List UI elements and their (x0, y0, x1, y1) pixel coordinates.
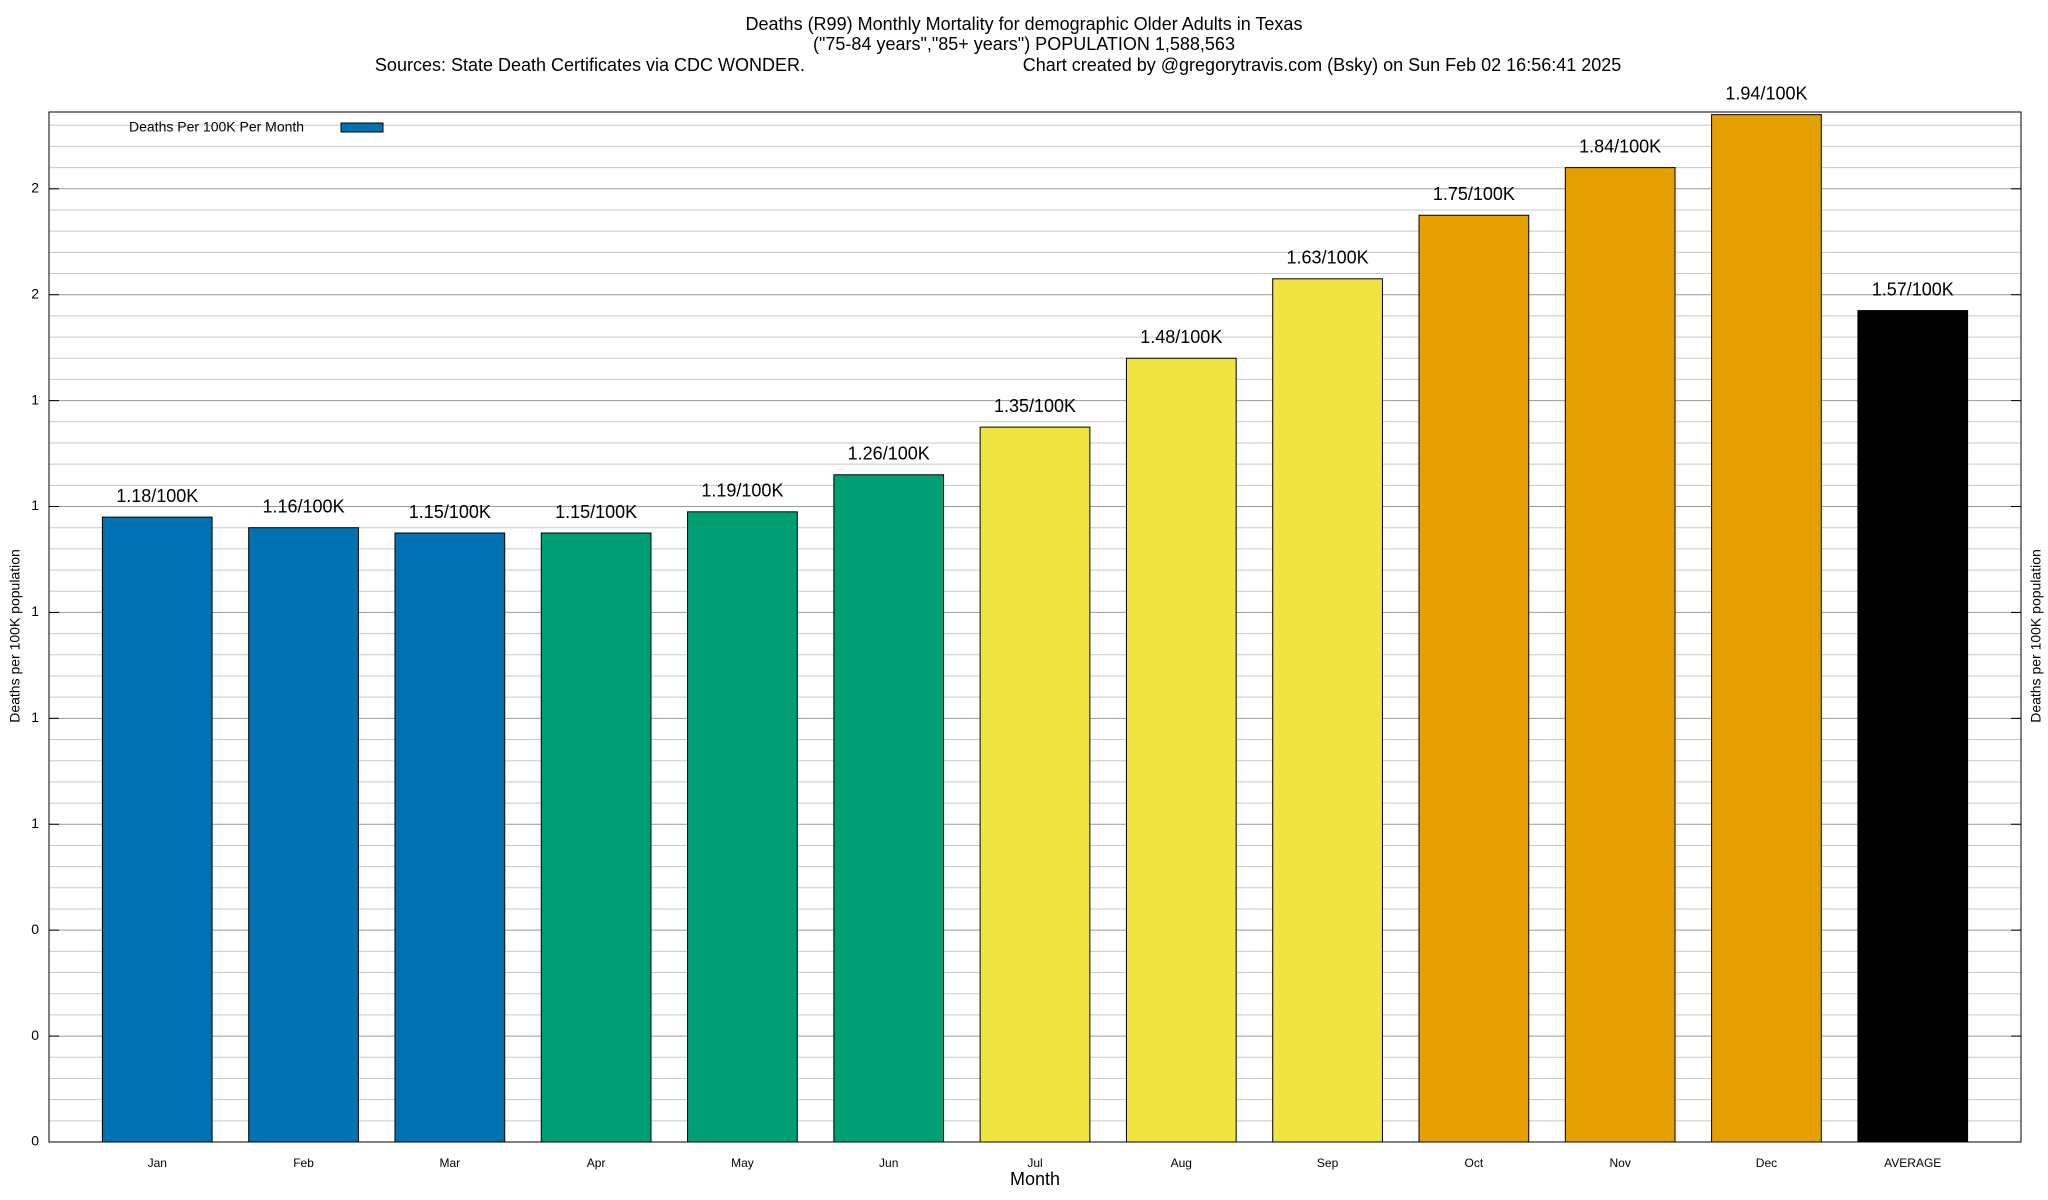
bar (101, 516, 213, 1143)
bar (1564, 167, 1676, 1143)
y-axis-label: Deaths per 100K population (7, 549, 23, 723)
legend-swatch (340, 122, 384, 133)
bar (1857, 310, 1969, 1143)
bar (1418, 214, 1530, 1143)
x-tick-label: Jan (148, 1156, 167, 1170)
data-label: 1.48/100K (1140, 327, 1222, 347)
data-label: 1.63/100K (1287, 248, 1369, 268)
data-label: 1.15/100K (555, 502, 637, 522)
data-label: 1.94/100K (1725, 83, 1807, 103)
y-tick-label: 1 (31, 497, 39, 513)
plot-frame (48, 111, 2022, 1143)
x-tick-label: Aug (1171, 1156, 1192, 1170)
credit: Chart created by @gregorytravis.com (Bsk… (1023, 55, 1622, 75)
y-tick-label: 1 (31, 603, 39, 619)
data-label: 1.19/100K (701, 481, 783, 501)
bar (540, 532, 652, 1143)
bar (687, 511, 798, 1143)
y-tick-label: 1 (31, 815, 39, 831)
data-label: 1.75/100K (1433, 184, 1515, 204)
bar (833, 474, 945, 1143)
data-label: 1.57/100K (1872, 279, 1954, 299)
bar (1272, 278, 1383, 1143)
x-axis-label: Month (1010, 1169, 1060, 1189)
data-label: 1.18/100K (116, 486, 198, 506)
legend-label: Deaths Per 100K Per Month (129, 119, 304, 135)
x-tick-label: Dec (1756, 1156, 1777, 1170)
x-tick-label: AVERAGE (1884, 1156, 1941, 1170)
x-tick-label: Feb (293, 1156, 314, 1170)
bar (394, 532, 506, 1143)
y-tick-label: 1 (31, 391, 39, 407)
x-tick-label: Jun (879, 1156, 898, 1170)
x-tick-label: Sep (1317, 1156, 1339, 1170)
x-tick-label: Mar (440, 1156, 461, 1170)
chart-subtitle: ("75-84 years","85+ years") POPULATION 1… (813, 34, 1235, 54)
bar (1125, 357, 1237, 1143)
bar (979, 426, 1091, 1143)
y-tick-label: 0 (31, 921, 39, 937)
data-label: 1.26/100K (848, 444, 930, 464)
y-tick-label: 1 (31, 709, 39, 725)
x-tick-label: Apr (587, 1156, 606, 1170)
y-tick-label: 2 (31, 285, 39, 301)
source: Sources: State Death Certificates via CD… (375, 55, 805, 75)
y-tick-label: 2 (31, 179, 39, 195)
chart-title: Deaths (R99) Monthly Mortality for demog… (746, 14, 1303, 34)
y2-axis-label: Deaths per 100K population (2028, 549, 2044, 723)
data-label: 1.15/100K (409, 502, 491, 522)
bar (248, 527, 359, 1143)
data-label: 1.16/100K (263, 496, 345, 516)
data-label: 1.35/100K (994, 396, 1076, 416)
bar (1711, 114, 1822, 1143)
x-tick-label: Nov (1609, 1156, 1630, 1170)
y-tick-label: 0 (31, 1133, 39, 1149)
x-tick-label: Oct (1465, 1156, 1484, 1170)
x-tick-label: May (731, 1156, 754, 1170)
x-tick-label: Jul (1027, 1156, 1042, 1170)
y-tick-label: 0 (31, 1027, 39, 1043)
data-label: 1.84/100K (1579, 136, 1661, 156)
